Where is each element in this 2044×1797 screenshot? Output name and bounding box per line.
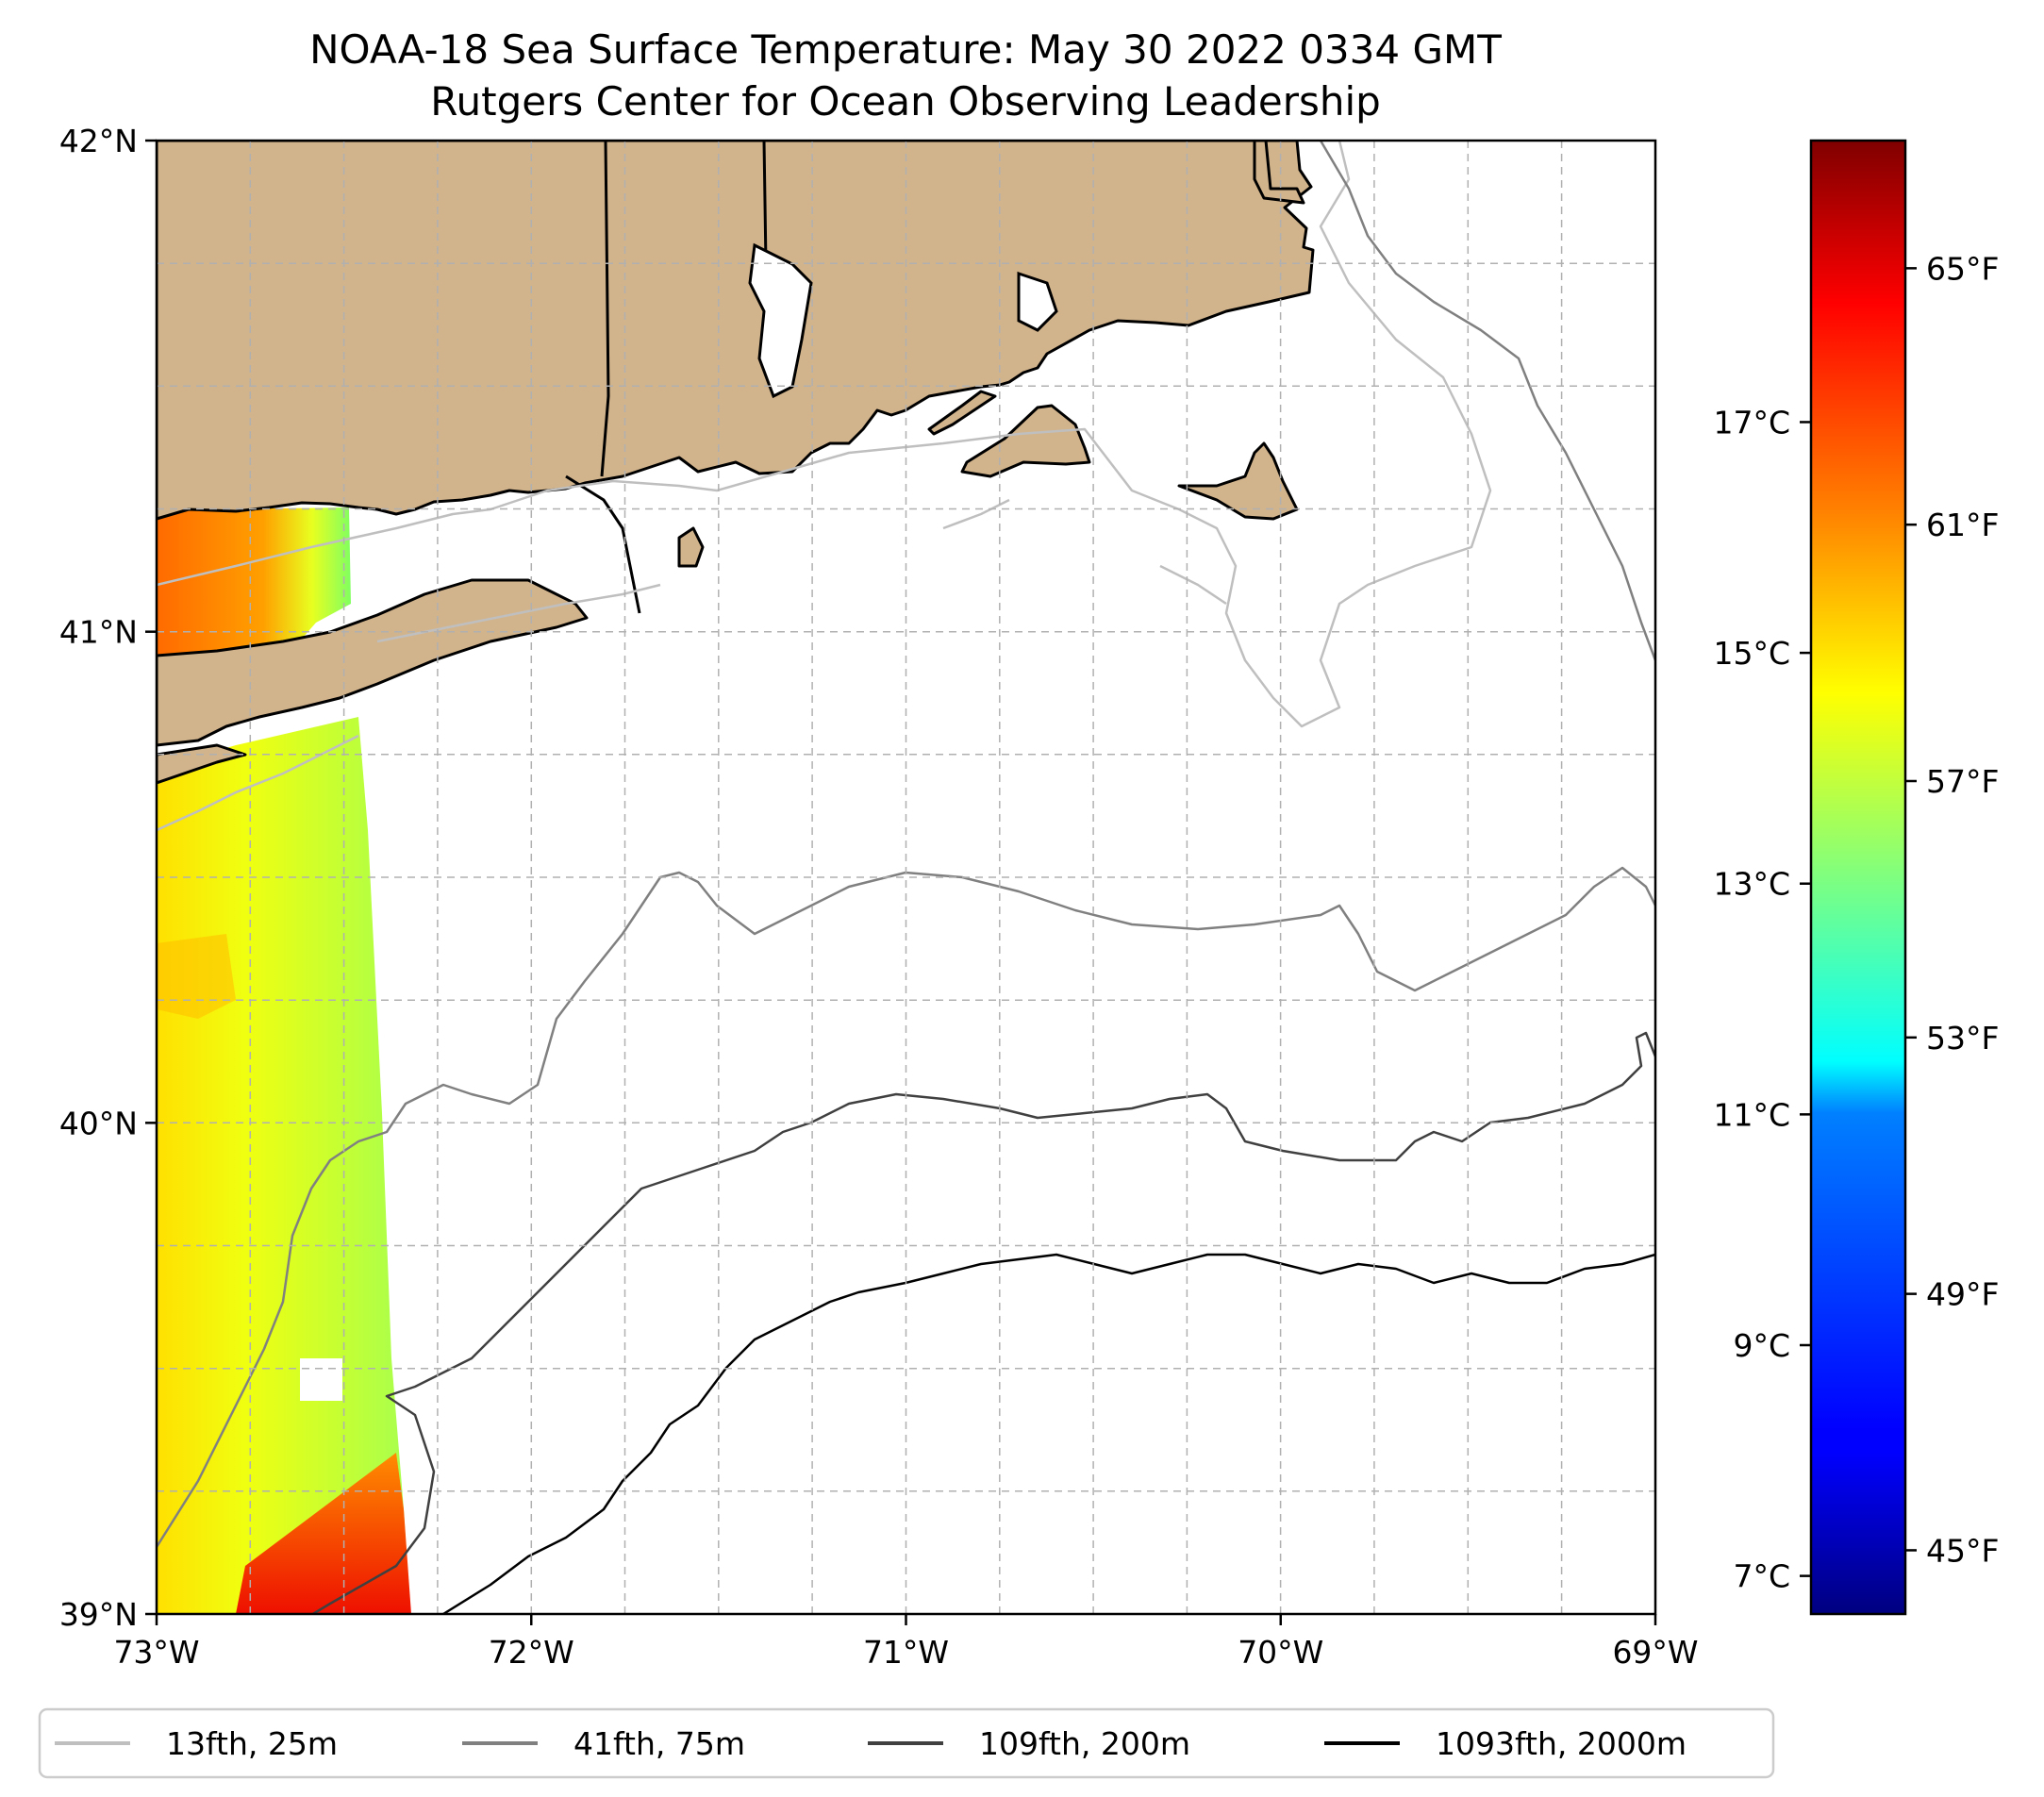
legend-item-2000m: 1093fth, 2000m bbox=[1324, 1725, 1687, 1762]
buzzards-bay bbox=[1017, 271, 1058, 332]
legend-item-75m: 41fth, 75m bbox=[462, 1725, 745, 1762]
legend-label-25m: 13fth, 25m bbox=[166, 1725, 338, 1762]
x-tick-label: 71°W bbox=[863, 1634, 949, 1671]
x-tick-label: 69°W bbox=[1612, 1634, 1698, 1671]
narragansett-bay bbox=[748, 242, 813, 399]
land-nantucket bbox=[1177, 441, 1299, 521]
fahrenheit-tick-label: 65°F bbox=[1926, 250, 1999, 287]
colorbar-fahrenheit-ticks: 45°F 49°F 53°F 57°F 61°F 65°F bbox=[1905, 250, 1999, 1569]
contour-2000m bbox=[442, 1253, 1655, 1614]
celsius-tick-label: 7°C bbox=[1733, 1558, 1790, 1595]
colorbar-gradient bbox=[1809, 139, 1907, 1616]
x-tick-label: 70°W bbox=[1238, 1634, 1323, 1671]
celsius-tick-label: 11°C bbox=[1713, 1096, 1790, 1133]
contour-25m-nj bbox=[157, 734, 359, 832]
y-tick-label: 40°N bbox=[59, 1105, 138, 1141]
land-block-island bbox=[677, 526, 705, 568]
celsius-tick-label: 15°C bbox=[1713, 635, 1790, 672]
colorbar-celsius-ticks: 7°C 9°C 11°C 13°C 15°C 17°C bbox=[1713, 404, 1811, 1595]
boundary-ct-ri bbox=[600, 141, 610, 477]
land-cape-cod-tip bbox=[1253, 141, 1305, 205]
legend-item-200m: 109fth, 200m bbox=[868, 1725, 1190, 1762]
sst-swath-south-warm bbox=[236, 1453, 411, 1614]
legend-label-2000m: 1093fth, 2000m bbox=[1436, 1725, 1687, 1762]
x-tick-label: 72°W bbox=[489, 1634, 574, 1671]
colorbar: 7°C 9°C 11°C 13°C 15°C 17°C 45°F 49°F 53°F 57°F 6… bbox=[1713, 139, 1999, 1616]
celsius-tick-label: 17°C bbox=[1713, 404, 1790, 441]
y-tick-label: 42°N bbox=[59, 123, 138, 159]
boundary-island-channel bbox=[565, 474, 641, 614]
land-new-england bbox=[157, 141, 1315, 521]
x-tick-label: 73°W bbox=[113, 1634, 199, 1671]
contour-75m-shelf bbox=[1319, 141, 1655, 661]
legend-label-75m: 41fth, 75m bbox=[573, 1725, 745, 1762]
celsius-tick-label: 13°C bbox=[1713, 866, 1790, 903]
fahrenheit-tick-label: 57°F bbox=[1926, 763, 1999, 800]
chart-subtitle: Rutgers Center for Ocean Observing Leade… bbox=[430, 78, 1381, 125]
legend-item-25m: 13fth, 25m bbox=[55, 1725, 338, 1762]
sst-warm-patch bbox=[157, 934, 236, 1019]
contour-200m bbox=[310, 1031, 1655, 1614]
land-elizabeth-islands bbox=[927, 390, 997, 436]
legend: 13fth, 25m 41fth, 75m 109fth, 200m 1093f… bbox=[38, 1707, 1775, 1779]
celsius-tick-label: 9°C bbox=[1733, 1327, 1790, 1364]
x-axis-ticks: 73°W 72°W 71°W 70°W 69°W bbox=[113, 1614, 1699, 1671]
contour-layer bbox=[157, 141, 1655, 1614]
contour-25m bbox=[157, 141, 1492, 728]
fahrenheit-tick-label: 49°F bbox=[1926, 1276, 1999, 1313]
y-axis-ticks: 39°N 40°N 41°N 42°N bbox=[59, 123, 157, 1633]
sst-data-layer bbox=[157, 507, 411, 1614]
boundary-lines bbox=[565, 141, 1058, 614]
legend-label-200m: 109fth, 200m bbox=[979, 1725, 1190, 1762]
y-tick-label: 39°N bbox=[59, 1596, 138, 1633]
map-area bbox=[157, 141, 1655, 1614]
fahrenheit-tick-label: 53°F bbox=[1926, 1020, 1999, 1057]
y-tick-label: 41°N bbox=[59, 614, 138, 651]
chart-title: NOAA-18 Sea Surface Temperature: May 30 … bbox=[309, 26, 1502, 73]
contour-75m bbox=[157, 866, 1655, 1548]
fahrenheit-tick-label: 61°F bbox=[1926, 507, 1999, 543]
sst-data-gap bbox=[300, 1358, 342, 1401]
fahrenheit-tick-label: 45°F bbox=[1926, 1532, 1999, 1569]
land-martha-vineyard bbox=[960, 404, 1091, 478]
